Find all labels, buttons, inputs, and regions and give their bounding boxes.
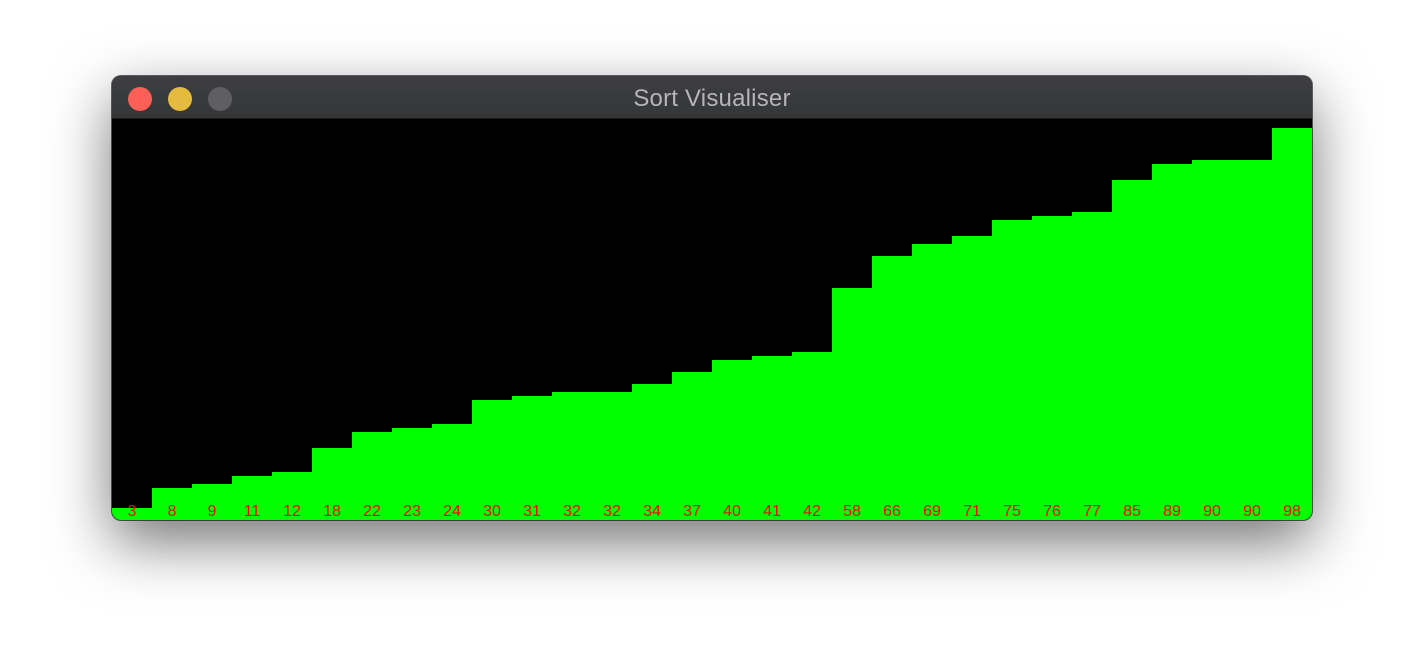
bar-8 <box>432 424 473 520</box>
bar-24 <box>1072 212 1113 520</box>
close-button[interactable] <box>128 87 152 111</box>
bar-21 <box>952 236 993 520</box>
bar-0 <box>112 508 153 520</box>
bar-20 <box>912 244 953 520</box>
bar-label-0: 3 <box>128 503 137 520</box>
bar-label-11: 32 <box>563 503 581 520</box>
bar-6 <box>352 432 393 520</box>
bar-4 <box>272 472 313 520</box>
bar-5 <box>312 448 353 520</box>
bar-label-4: 12 <box>283 503 301 520</box>
bar-1 <box>152 488 193 520</box>
bar-label-22: 75 <box>1003 503 1021 520</box>
bar-chart-canvas: 3 8 9 11 12 18 22 23 24 30 31 32 32 34 37 40 41 42 58 66 69 7… <box>112 119 1312 520</box>
bar-label-7: 23 <box>403 503 421 520</box>
bar-label-13: 34 <box>643 503 661 520</box>
bar-label-5: 18 <box>323 503 341 520</box>
bar-15 <box>712 360 753 520</box>
bar-label-3: 11 <box>244 503 261 520</box>
bar-11 <box>552 392 593 520</box>
bar-label-20: 69 <box>923 503 941 520</box>
bar-label-24: 77 <box>1083 503 1101 520</box>
zoom-button[interactable] <box>208 87 232 111</box>
bar-18 <box>832 288 873 520</box>
bar-28 <box>1232 160 1273 520</box>
bar-19 <box>872 256 913 520</box>
bar-16 <box>752 356 793 520</box>
bar-label-16: 41 <box>763 503 781 520</box>
bar-label-10: 31 <box>523 503 541 520</box>
bar-3 <box>232 476 273 520</box>
bar-17 <box>792 352 833 520</box>
bar-label-18: 58 <box>843 503 861 520</box>
window-title: Sort Visualiser <box>633 85 791 112</box>
bar-label-27: 90 <box>1203 503 1221 520</box>
bar-label-17: 42 <box>803 503 821 520</box>
bar-label-12: 32 <box>603 503 621 520</box>
bar-27 <box>1192 160 1233 520</box>
bar-25 <box>1112 180 1153 520</box>
bar-label-25: 85 <box>1123 503 1141 520</box>
bar-label-1: 8 <box>168 503 177 520</box>
bar-26 <box>1152 164 1193 520</box>
bar-label-19: 66 <box>883 503 901 520</box>
title-bar[interactable]: Sort Visualiser <box>112 76 1312 119</box>
bar-label-14: 37 <box>683 503 701 520</box>
bar-label-2: 9 <box>208 503 217 520</box>
bar-29 <box>1272 128 1312 520</box>
bar-label-28: 90 <box>1243 503 1261 520</box>
bar-chart: 3 8 9 11 12 18 22 23 24 30 31 32 32 34 37 40 41 42 58 66 69 7… <box>112 119 1312 520</box>
bar-2 <box>192 484 233 520</box>
bar-13 <box>632 384 673 520</box>
bar-label-26: 89 <box>1163 503 1181 520</box>
bar-22 <box>992 220 1033 520</box>
bar-14 <box>672 372 713 520</box>
bar-10 <box>512 396 553 520</box>
bar-label-15: 40 <box>723 503 741 520</box>
minimize-button[interactable] <box>168 87 192 111</box>
bar-label-29: 98 <box>1283 503 1301 520</box>
bar-label-8: 24 <box>443 503 461 520</box>
bar-23 <box>1032 216 1073 520</box>
bar-label-9: 30 <box>483 503 501 520</box>
sort-visualiser-window: Sort Visualiser 3 8 9 11 12 18 22 23 24 30 31 32 32 3… <box>112 76 1312 520</box>
bar-label-21: 71 <box>963 503 981 520</box>
bar-9 <box>472 400 513 520</box>
bar-label-23: 76 <box>1043 503 1061 520</box>
bar-7 <box>392 428 433 520</box>
bar-label-6: 22 <box>363 503 381 520</box>
bar-12 <box>592 392 633 520</box>
